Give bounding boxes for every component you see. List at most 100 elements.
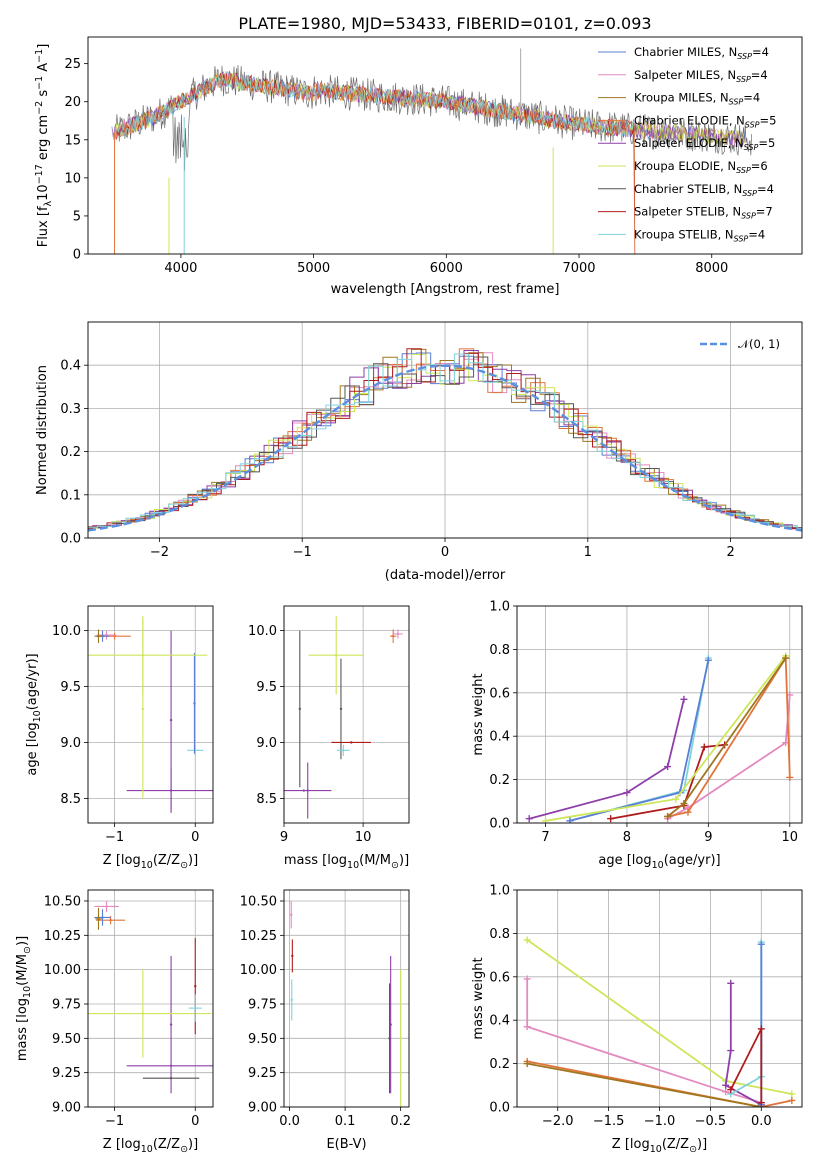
legend-sub: SSP xyxy=(737,52,752,61)
weight-point-marker xyxy=(684,808,692,816)
errorbar-point xyxy=(95,907,102,930)
label-part: 10 xyxy=(141,1144,153,1155)
axes-frame xyxy=(87,321,803,539)
label-part: ⊙ xyxy=(22,946,33,954)
y-tick-label: 0.8 xyxy=(489,927,510,942)
y-tick-label: 8.5 xyxy=(256,792,277,807)
errorbar-marker xyxy=(169,1023,173,1026)
y-tick-label: 9.25 xyxy=(52,1066,81,1081)
weight-point-marker xyxy=(757,1099,765,1107)
x-tick-label: 9 xyxy=(280,830,288,845)
spectrum-xlabel: wavelength [Angstrom, rest frame] xyxy=(331,282,560,297)
y-tick-label: 9.50 xyxy=(248,1032,277,1047)
errorbar-marker xyxy=(169,718,173,722)
weight-point-marker xyxy=(722,1088,730,1096)
y-tick-label: 0.6 xyxy=(489,970,510,985)
x-tick-label: −2 xyxy=(150,545,169,560)
weight-point-marker xyxy=(786,773,794,781)
y-tick-label: 9.00 xyxy=(248,1101,277,1116)
axes-frame xyxy=(283,889,410,1108)
legend-sub: SSP xyxy=(736,75,751,84)
errorbar-point xyxy=(393,629,403,639)
errorbar-marker xyxy=(339,707,343,711)
x-tick-label: −1 xyxy=(105,1114,124,1129)
legend-label: Salpeter MILES, NSSP=4 xyxy=(634,68,768,84)
panel-mass-vs-EBV: 0.0 0.1 0.2 9.00 9.25 9.50 9.75 10.00 10.25 10.50… xyxy=(240,889,411,1152)
y-tick-label: 10 xyxy=(64,171,81,186)
spectrum-series-line xyxy=(114,70,746,145)
x-tick-label: 10 xyxy=(355,830,372,845)
age-vs-Z-ylabel: age [log10(age/yr)] xyxy=(25,653,43,775)
x-tick-label: −0.5 xyxy=(695,1114,727,1129)
weight-point-marker xyxy=(523,975,531,983)
label-part: )] xyxy=(399,853,409,868)
axes-frame xyxy=(87,889,214,1108)
label-part: age [log xyxy=(25,722,40,775)
panel-massweight-vs-Z: −2.0 −1.5 −1.0 −0.5 0.0 0.0 0.2 0.4 0.6 0.8 1.0 Z [… xyxy=(471,884,803,1155)
x-tick-label: 4000 xyxy=(164,261,197,276)
legend-suffix: =4 xyxy=(751,68,768,82)
legend-label: Kroupa ELODIE, NSSP=6 xyxy=(634,159,768,175)
x-tick-label: −1.0 xyxy=(644,1114,676,1129)
weight-series-line xyxy=(527,1060,792,1107)
legend-suffix: =4 xyxy=(743,91,760,105)
legend-sub: SSP xyxy=(744,143,759,152)
weight-series-line xyxy=(528,699,685,820)
legend-name: Kroupa MILES, N xyxy=(634,91,729,105)
y-tick-label: 9.50 xyxy=(52,1032,81,1047)
label-part: ⊙ xyxy=(689,1144,697,1155)
y-tick-label: 0.0 xyxy=(489,1101,510,1116)
errorbar-marker xyxy=(141,1012,145,1015)
y-tick-label: 0.6 xyxy=(489,686,510,701)
errorbar-point xyxy=(94,629,103,643)
y-tick-label: 0.4 xyxy=(489,730,510,745)
errorbar-points xyxy=(88,616,213,813)
x-tick-label: 6000 xyxy=(430,261,463,276)
x-tick-label: 0.1 xyxy=(335,1114,356,1129)
errorbar-marker xyxy=(193,702,196,705)
errorbar-points xyxy=(284,616,403,819)
label-part: −17 xyxy=(34,164,45,184)
axes-frame xyxy=(87,36,803,255)
massweight-vs-Z-ylabel: mass weight xyxy=(471,957,486,1039)
errorbar-marker xyxy=(169,1076,173,1080)
legend-label: Kroupa MILES, NSSP=4 xyxy=(634,91,760,107)
normal-reference-curve xyxy=(88,364,802,532)
errorbar-point xyxy=(141,619,145,799)
weight-point-marker xyxy=(727,1047,735,1055)
label-part: s xyxy=(36,90,51,101)
label-part: (age/yr)] xyxy=(664,853,721,868)
y-tick-label: 0.2 xyxy=(60,445,81,460)
weight-point-marker xyxy=(607,815,615,823)
legend-label: Chabrier STELIB, NSSP=4 xyxy=(634,182,774,198)
legend-suffix: =5 xyxy=(758,136,775,150)
label-part: 10 xyxy=(141,860,153,871)
errorbar-point xyxy=(290,979,293,1021)
legend-sub: SSP xyxy=(745,120,760,129)
errorbar-marker xyxy=(391,635,395,638)
x-tick-label: 5000 xyxy=(297,261,330,276)
label-part: ⊙ xyxy=(180,1144,188,1155)
weight-point-marker xyxy=(782,654,790,662)
legend-label: 𝒩(0, 1) xyxy=(738,337,780,351)
y-tick-label: 9.75 xyxy=(52,997,81,1012)
x-tick-label: 2 xyxy=(726,545,734,560)
errorbar-marker xyxy=(194,1006,197,1010)
y-tick-label: 9.00 xyxy=(52,1101,81,1116)
label-part: 10 xyxy=(36,184,51,201)
y-tick-label: 0.0 xyxy=(489,817,510,832)
weight-point-marker xyxy=(523,1023,531,1031)
weight-lines xyxy=(523,936,796,1107)
weight-series-line xyxy=(730,942,763,1095)
y-tick-label: 9.5 xyxy=(256,680,277,695)
errorbar-point xyxy=(188,994,202,1022)
age-vs-Z-xlabel: Z [log10(Z/Z⊙)] xyxy=(103,853,198,871)
legend-sub: SSP xyxy=(736,166,751,175)
panel-spectrum: 4000 5000 6000 7000 8000 0 5 10 15 20 25 wavelength… xyxy=(34,36,803,297)
y-tick-label: 0 xyxy=(73,248,81,263)
errorbar-point xyxy=(126,768,213,813)
weight-point-marker xyxy=(727,979,735,987)
errorbar-marker xyxy=(194,984,197,988)
